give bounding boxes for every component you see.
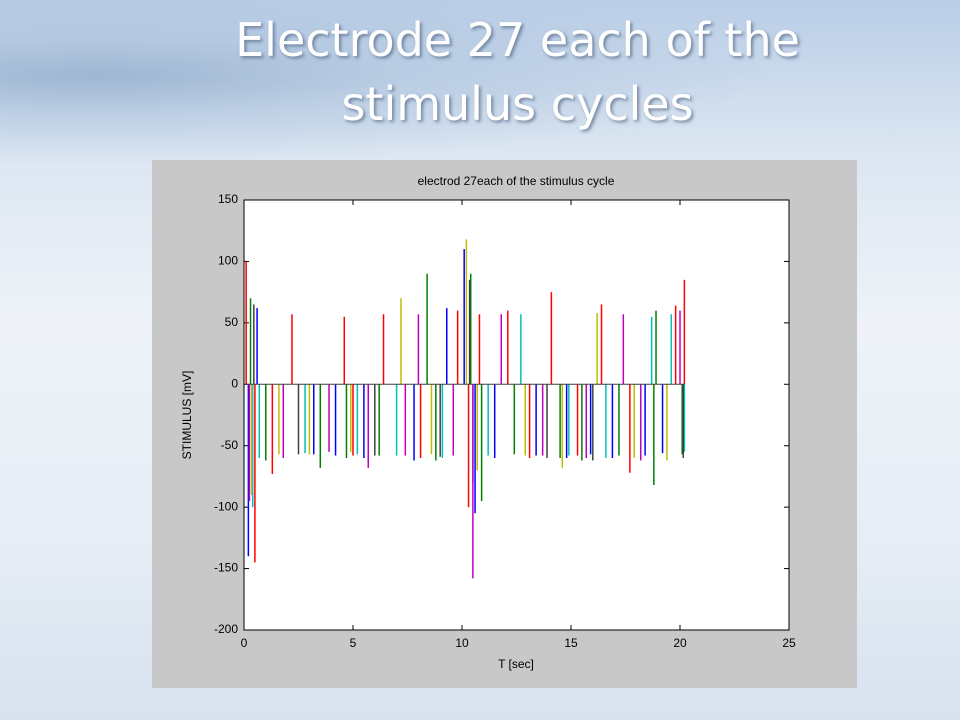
y-tick-label: -50 xyxy=(221,438,239,452)
chart-title: electrod 27each of the stimulus cycle xyxy=(418,174,615,188)
chart: electrod 27each of the stimulus cycle T … xyxy=(152,160,857,688)
y-tick-label: 150 xyxy=(218,192,238,206)
title-line: Electrode 27 each of the xyxy=(235,13,800,67)
y-tick-label: -150 xyxy=(214,561,238,575)
x-tick-label: 15 xyxy=(564,636,578,650)
x-tick-label: 10 xyxy=(455,636,469,650)
y-tick-label: -200 xyxy=(214,622,238,636)
x-tick-label: 5 xyxy=(350,636,357,650)
background-decoration xyxy=(0,0,960,190)
title-line: stimulus cycles xyxy=(341,77,694,131)
y-tick-label: -100 xyxy=(214,499,238,513)
y-tick-label: 50 xyxy=(225,315,239,329)
x-tick-label: 0 xyxy=(241,636,248,650)
y-axis-label: STIMULUS [mV] xyxy=(180,371,194,460)
slide-title: Electrode 27 each of the stimulus cycles xyxy=(150,8,885,136)
x-axis-label: T [sec] xyxy=(498,657,534,671)
plot-area xyxy=(243,199,790,631)
x-tick-label: 25 xyxy=(782,636,796,650)
y-tick-label: 0 xyxy=(231,376,238,390)
x-tick-label: 20 xyxy=(673,636,687,650)
y-tick-label: 100 xyxy=(218,254,238,268)
